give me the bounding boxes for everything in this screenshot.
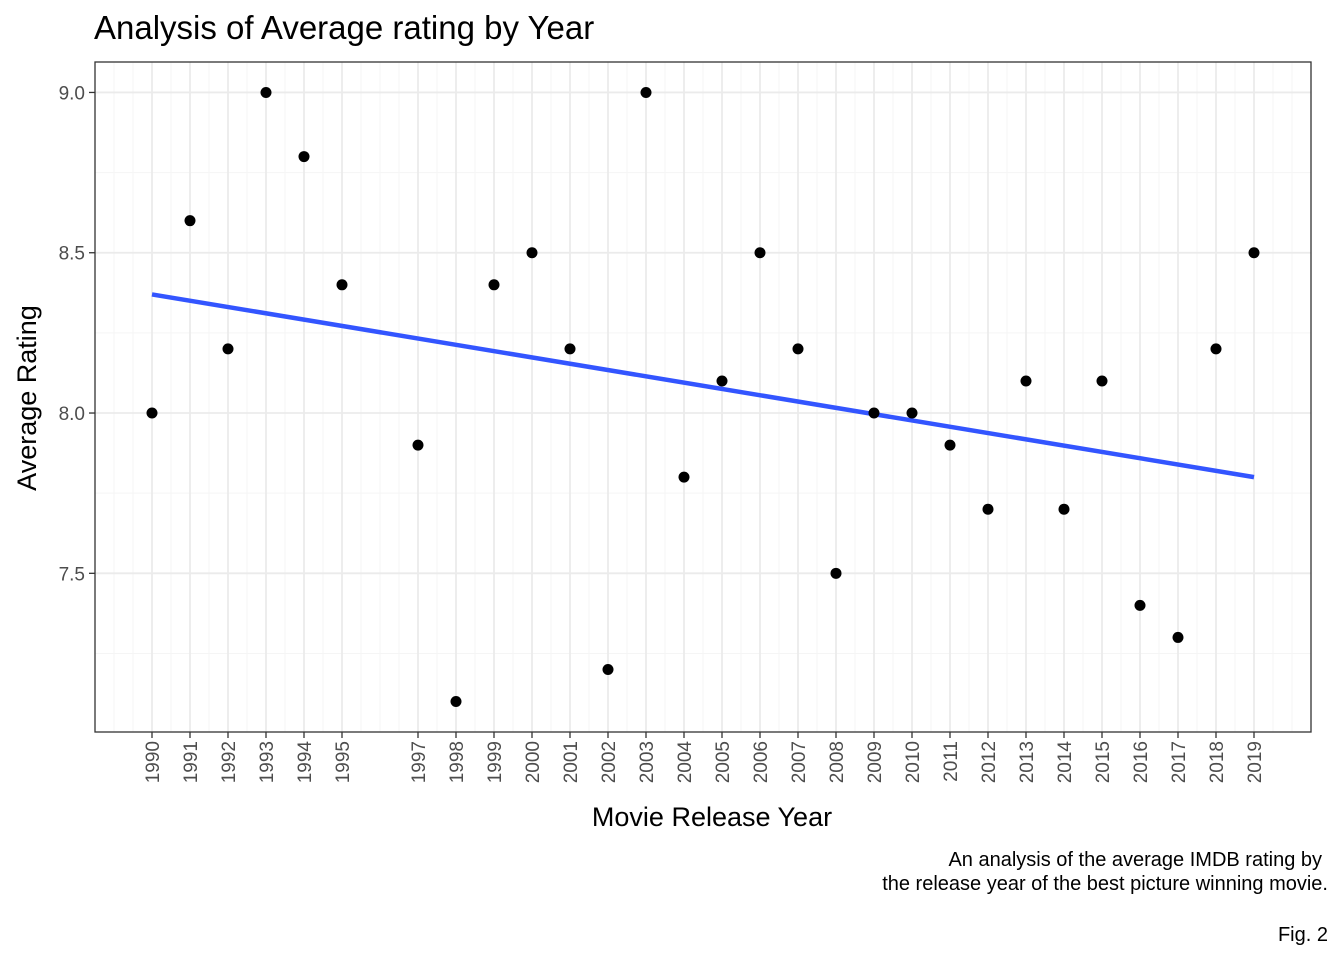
caption-line-1: An analysis of the average IMDB rating b…: [948, 849, 1322, 871]
x-axis-title: Movie Release Year: [592, 802, 832, 832]
data-point: [564, 343, 576, 355]
data-point: [336, 279, 348, 291]
x-tick-label: 1990: [143, 741, 164, 783]
data-point: [1172, 631, 1184, 643]
data-point: [906, 407, 918, 419]
y-tick-label: 8.0: [59, 404, 85, 425]
data-points: [146, 86, 1260, 708]
x-tick-label: 1991: [181, 741, 202, 783]
x-tick-label: 2010: [903, 741, 924, 783]
data-point: [792, 343, 804, 355]
data-point: [982, 503, 994, 515]
x-tick-label: 2015: [1093, 741, 1114, 783]
data-point: [678, 471, 690, 483]
data-point: [868, 407, 880, 419]
x-tick-label: 2014: [1055, 741, 1076, 784]
x-tick-label: 1993: [257, 741, 278, 783]
data-point: [222, 343, 234, 355]
data-point: [944, 439, 956, 451]
x-tick-label: 2012: [979, 741, 1000, 783]
x-tick-label: 2003: [637, 741, 658, 783]
data-point: [1134, 599, 1146, 611]
x-tick-label: 2013: [1017, 741, 1038, 783]
panel-border: [94, 61, 1312, 733]
y-axis-title: Average Rating: [12, 305, 42, 491]
data-point: [260, 86, 272, 98]
data-point: [830, 567, 842, 579]
x-tick-label: 1995: [333, 741, 354, 783]
x-tick-label: 1998: [447, 741, 468, 783]
x-tick-label: 1992: [219, 741, 240, 783]
data-point: [412, 439, 424, 451]
data-point: [298, 151, 310, 163]
data-point: [1020, 375, 1032, 387]
x-tick-label: 2007: [789, 741, 810, 783]
data-point: [640, 86, 652, 98]
x-tick-label: 1997: [409, 741, 430, 783]
x-tick-label: 2019: [1245, 741, 1266, 783]
x-tick-label: 2008: [827, 741, 848, 783]
x-axis-ticks: 1990 1991 1992 1993 1994 1995 1997 1998 1999 2000…: [143, 732, 1266, 783]
grid-minor: [95, 62, 1311, 732]
x-tick-label: 1999: [485, 741, 506, 783]
caption-line-2: the release year of the best picture win…: [882, 873, 1328, 895]
y-tick-label: 8.5: [59, 244, 85, 265]
x-tick-label: 2004: [675, 741, 696, 784]
data-point: [184, 215, 196, 227]
data-point: [1058, 503, 1070, 515]
data-point: [450, 696, 462, 708]
y-tick-label: 7.5: [59, 564, 85, 585]
x-tick-label: 2009: [865, 741, 886, 783]
figure-tag: Fig. 2: [1278, 924, 1328, 946]
y-axis-ticks: 7.5 8.0 8.5 9.0: [59, 83, 95, 585]
x-tick-label: 2005: [713, 741, 734, 783]
data-point: [1096, 375, 1108, 387]
trend-line-layer: [151, 292, 1255, 480]
data-point: [1210, 343, 1222, 355]
data-point: [754, 247, 766, 259]
data-point: [488, 279, 500, 291]
data-point: [716, 375, 728, 387]
trend-line: [151, 292, 1255, 480]
x-tick-label: 2000: [523, 741, 544, 783]
data-point: [526, 247, 538, 259]
x-tick-label: 2006: [751, 741, 772, 783]
data-point: [1248, 247, 1260, 259]
x-tick-label: 2016: [1131, 741, 1152, 783]
x-tick-label: 2017: [1169, 741, 1190, 783]
data-point: [146, 407, 158, 419]
x-tick-label: 2002: [599, 741, 620, 783]
x-tick-label: 2018: [1207, 741, 1228, 783]
y-tick-label: 9.0: [59, 83, 85, 104]
x-tick-label: 1994: [295, 741, 316, 784]
grid-major: [95, 62, 1311, 732]
x-tick-label: 2001: [561, 741, 582, 783]
data-point: [602, 663, 614, 675]
chart-title: Analysis of Average rating by Year: [94, 9, 594, 46]
x-tick-label: 2011: [941, 741, 962, 782]
